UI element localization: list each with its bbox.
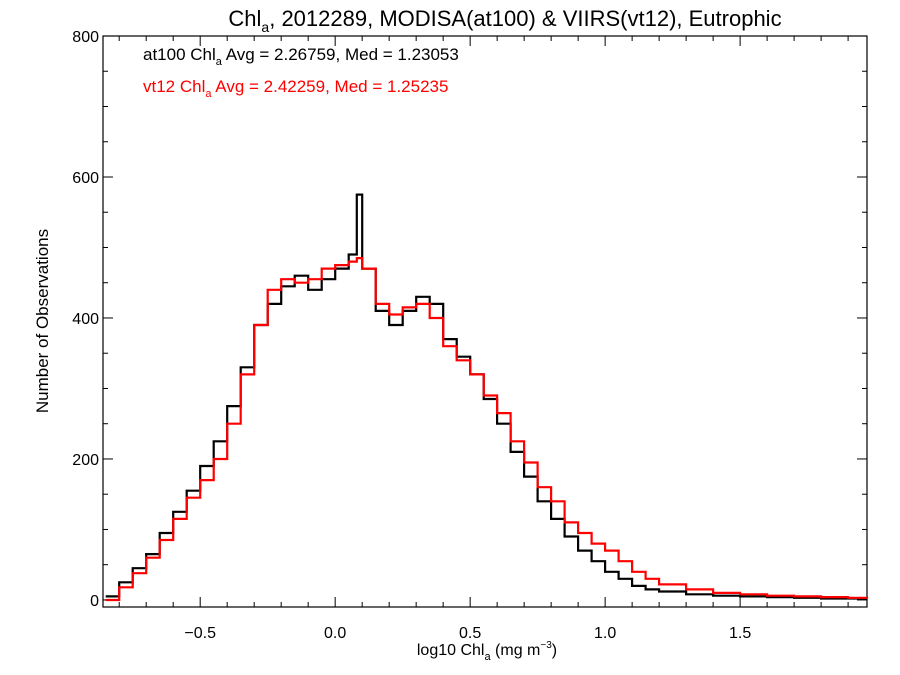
- x-tick-label: 0.0: [324, 625, 346, 642]
- x-tick-label: 1.5: [729, 625, 751, 642]
- annotation-at100: at100 Chla Avg = 2.26759, Med = 1.23053: [143, 45, 459, 68]
- chart-title-rest: , 2012289, MODISA(at100) & VIIRS(vt12), …: [269, 6, 781, 31]
- y-axis-label: Number of Observations: [33, 229, 52, 413]
- y-tick-label: 200: [72, 452, 99, 469]
- series-layer: [105, 193, 869, 602]
- chart-title-subscript: a: [261, 19, 269, 35]
- chart-title: Chla, 2012289, MODISA(at100) & VIIRS(vt1…: [228, 6, 781, 35]
- series-vt12: [105, 257, 869, 602]
- y-tick-label: 600: [72, 170, 99, 187]
- series-at100: [105, 193, 867, 600]
- plot-frame: [102, 35, 868, 608]
- chart-title-main: Chl: [228, 6, 261, 31]
- y-tick-label: 0: [90, 593, 99, 610]
- x-tick-label: 0.5: [459, 625, 481, 642]
- x-tick-label: −0.5: [184, 625, 216, 642]
- axis-ticks: [103, 35, 867, 607]
- annotation-vt12: vt12 Chla Avg = 2.42259, Med = 1.25235: [143, 77, 448, 100]
- x-tick-labels: −0.5 0.0 0.5 1.0 1.5: [184, 625, 751, 642]
- x-axis-label: log10 Chla (mg m−3): [417, 640, 557, 663]
- y-tick-label: 800: [72, 29, 99, 46]
- y-tick-label: 400: [72, 311, 99, 328]
- y-tick-labels: 0 200 400 600 800: [72, 29, 99, 610]
- x-tick-label: 1.0: [594, 625, 616, 642]
